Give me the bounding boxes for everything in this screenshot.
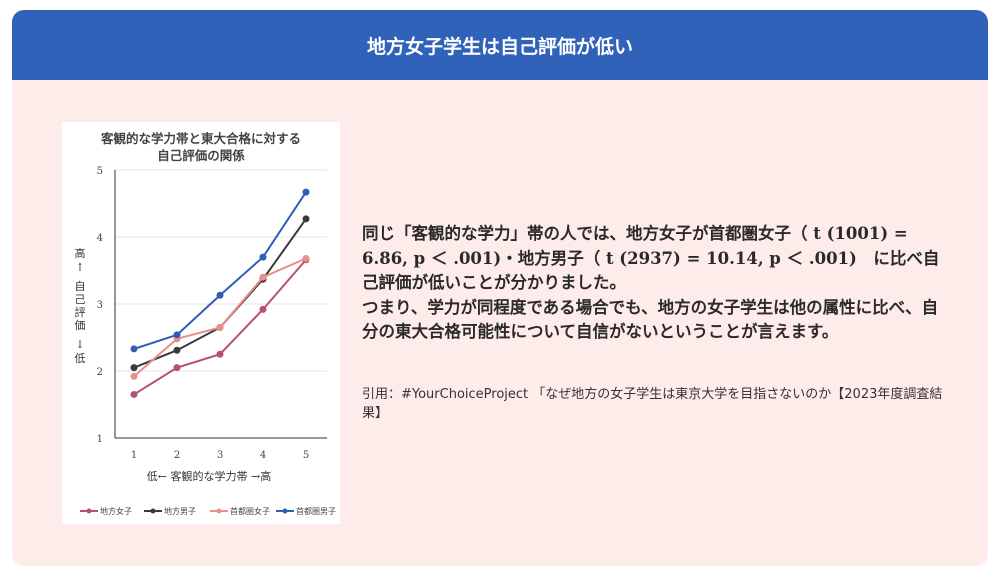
y-axis-label: 低 (75, 352, 86, 365)
y-axis-label: ↓ (75, 338, 84, 351)
x-tick-label: 2 (174, 450, 180, 461)
series-line (133, 257, 307, 378)
legend-label: 首都圏女子 (230, 506, 270, 516)
data-point (259, 273, 267, 281)
data-point (173, 364, 181, 372)
legend-label: 地方男子 (164, 506, 196, 516)
y-tick-label: 5 (97, 166, 103, 177)
x-tick-label: 5 (303, 450, 309, 461)
legend-marker (86, 508, 92, 514)
y-tick-label: 4 (97, 233, 103, 244)
page-header: 地方女子学生は自己評価が低い (12, 10, 988, 80)
data-point (302, 215, 310, 223)
x-axis-label: 低← 客観的な学力帯 →高 (147, 469, 271, 483)
data-point (216, 350, 224, 358)
legend-label: 地方女子 (100, 506, 132, 516)
y-tick-label: 2 (97, 367, 103, 378)
data-point (130, 345, 138, 353)
data-point (173, 346, 181, 354)
y-axis-label-char: 自 (75, 280, 86, 293)
data-point (302, 188, 310, 196)
x-tick-label: 3 (217, 450, 223, 461)
x-tick-label: 1 (131, 450, 137, 461)
y-axis-label: 高 (75, 246, 86, 260)
data-point (130, 364, 138, 372)
y-axis-label-char: 価 (75, 319, 86, 332)
page-title: 地方女子学生は自己評価が低い (366, 35, 633, 58)
chart-title: 客観的な学力帯と東大合格に対する 自己評価の関係 (62, 130, 340, 164)
y-tick-label: 1 (97, 434, 103, 445)
description-paragraph-1: 同じ「客観的な学力」帯の人では、地方女子が首都圏女子（ t (1001) = 6… (362, 224, 940, 292)
y-axis-label-char: 評 (75, 305, 86, 319)
data-point (259, 305, 267, 313)
data-point (216, 291, 224, 299)
chart-title-line1: 客観的な学力帯と東大合格に対する (100, 131, 301, 146)
legend-label: 首都圏男子 (296, 506, 336, 516)
y-axis-label-char: 己 (75, 293, 86, 306)
data-point (259, 253, 267, 261)
description: 同じ「客観的な学力」帯の人では、地方女子が首都圏女子（ t (1001) = 6… (362, 222, 952, 345)
chart-title-line2: 自己評価の関係 (157, 148, 245, 163)
data-point (130, 390, 138, 398)
data-point (173, 331, 181, 339)
data-point (216, 323, 224, 331)
data-point (302, 254, 310, 262)
description-paragraph-2: つまり、学力が同程度である場合でも、地方の女子学生は他の属性に比べ、自分の東大合… (362, 297, 939, 342)
data-point (130, 372, 138, 380)
x-tick-label: 4 (260, 450, 266, 461)
line-chart: 客観的な学力帯と東大合格に対する 自己評価の関係 1 2 3 4 5 1 2 3 4 5 低← 客観… (62, 122, 340, 524)
y-tick-label: 3 (97, 300, 103, 311)
citation: 引用：#YourChoiceProject 「なぜ地方の女子学生は東京大学を目指… (362, 387, 943, 421)
legend-marker (216, 508, 222, 514)
legend-marker (282, 508, 288, 514)
legend-marker (150, 508, 156, 514)
y-axis-label: ↑ (75, 261, 84, 274)
